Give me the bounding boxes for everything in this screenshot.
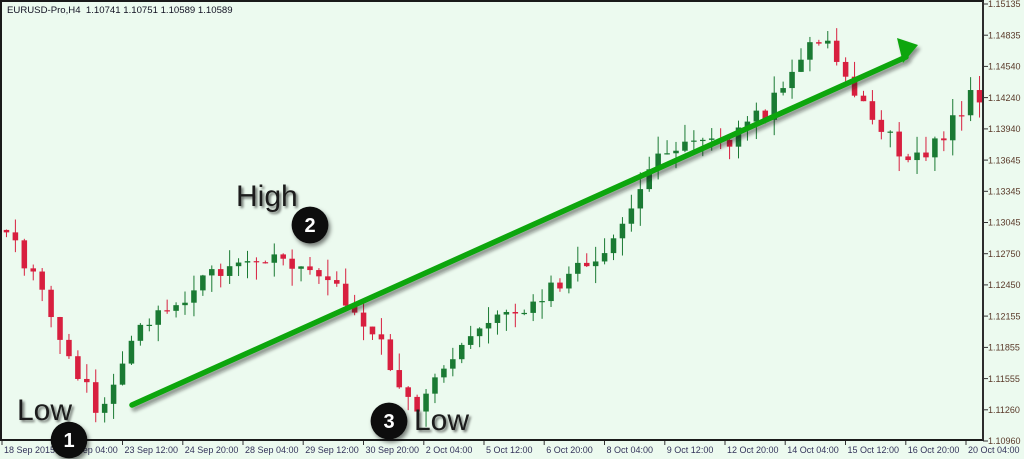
svg-text:1.12155: 1.12155 <box>988 311 1021 321</box>
svg-text:15 Oct 12:00: 15 Oct 12:00 <box>848 445 900 455</box>
svg-text:1.14835: 1.14835 <box>988 30 1021 40</box>
svg-text:9 Oct 12:00: 9 Oct 12:00 <box>667 445 714 455</box>
svg-text:8 Oct 04:00: 8 Oct 04:00 <box>607 445 654 455</box>
svg-text:5 Oct 12:00: 5 Oct 12:00 <box>486 445 533 455</box>
svg-text:1.11855: 1.11855 <box>988 343 1020 353</box>
svg-text:28 Sep 04:00: 28 Sep 04:00 <box>245 445 299 455</box>
svg-text:30 Sep 20:00: 30 Sep 20:00 <box>366 445 420 455</box>
svg-text:29 Sep 12:00: 29 Sep 12:00 <box>305 445 359 455</box>
svg-text:16 Oct 20:00: 16 Oct 20:00 <box>908 445 960 455</box>
svg-text:18 Sep 2015: 18 Sep 2015 <box>4 445 55 455</box>
svg-text:12 Oct 20:00: 12 Oct 20:00 <box>727 445 779 455</box>
svg-text:Low: Low <box>17 394 72 427</box>
svg-text:3: 3 <box>383 411 394 433</box>
svg-text:6 Oct 20:00: 6 Oct 20:00 <box>546 445 593 455</box>
svg-text:1.12450: 1.12450 <box>988 280 1021 290</box>
svg-text:1.13940: 1.13940 <box>988 124 1021 134</box>
svg-text:Low: Low <box>414 404 469 437</box>
svg-text:2 Oct 04:00: 2 Oct 04:00 <box>426 445 473 455</box>
svg-text:1.15135: 1.15135 <box>988 0 1021 9</box>
svg-text:1.10960: 1.10960 <box>988 436 1021 446</box>
svg-text:1: 1 <box>63 430 74 452</box>
svg-text:1.14540: 1.14540 <box>988 62 1021 72</box>
svg-text:1.13645: 1.13645 <box>988 155 1021 165</box>
svg-text:1.13345: 1.13345 <box>988 187 1021 197</box>
svg-text:1.11260: 1.11260 <box>988 405 1020 415</box>
svg-text:EURUSD-Pro,H4 1.10741 1.10751: EURUSD-Pro,H4 1.10741 1.10751 1.10589 1.… <box>7 5 233 16</box>
svg-text:1.11555: 1.11555 <box>988 374 1020 384</box>
svg-text:1.13045: 1.13045 <box>988 218 1021 228</box>
svg-text:2: 2 <box>304 215 315 237</box>
svg-text:1.12750: 1.12750 <box>988 249 1021 259</box>
svg-text:14 Oct 04:00: 14 Oct 04:00 <box>787 445 839 455</box>
svg-text:24 Sep 20:00: 24 Sep 20:00 <box>185 445 239 455</box>
svg-text:High: High <box>236 180 298 213</box>
svg-text:1.14240: 1.14240 <box>988 93 1021 103</box>
svg-text:23 Sep 12:00: 23 Sep 12:00 <box>125 445 179 455</box>
svg-text:20 Oct 04:00: 20 Oct 04:00 <box>968 445 1020 455</box>
